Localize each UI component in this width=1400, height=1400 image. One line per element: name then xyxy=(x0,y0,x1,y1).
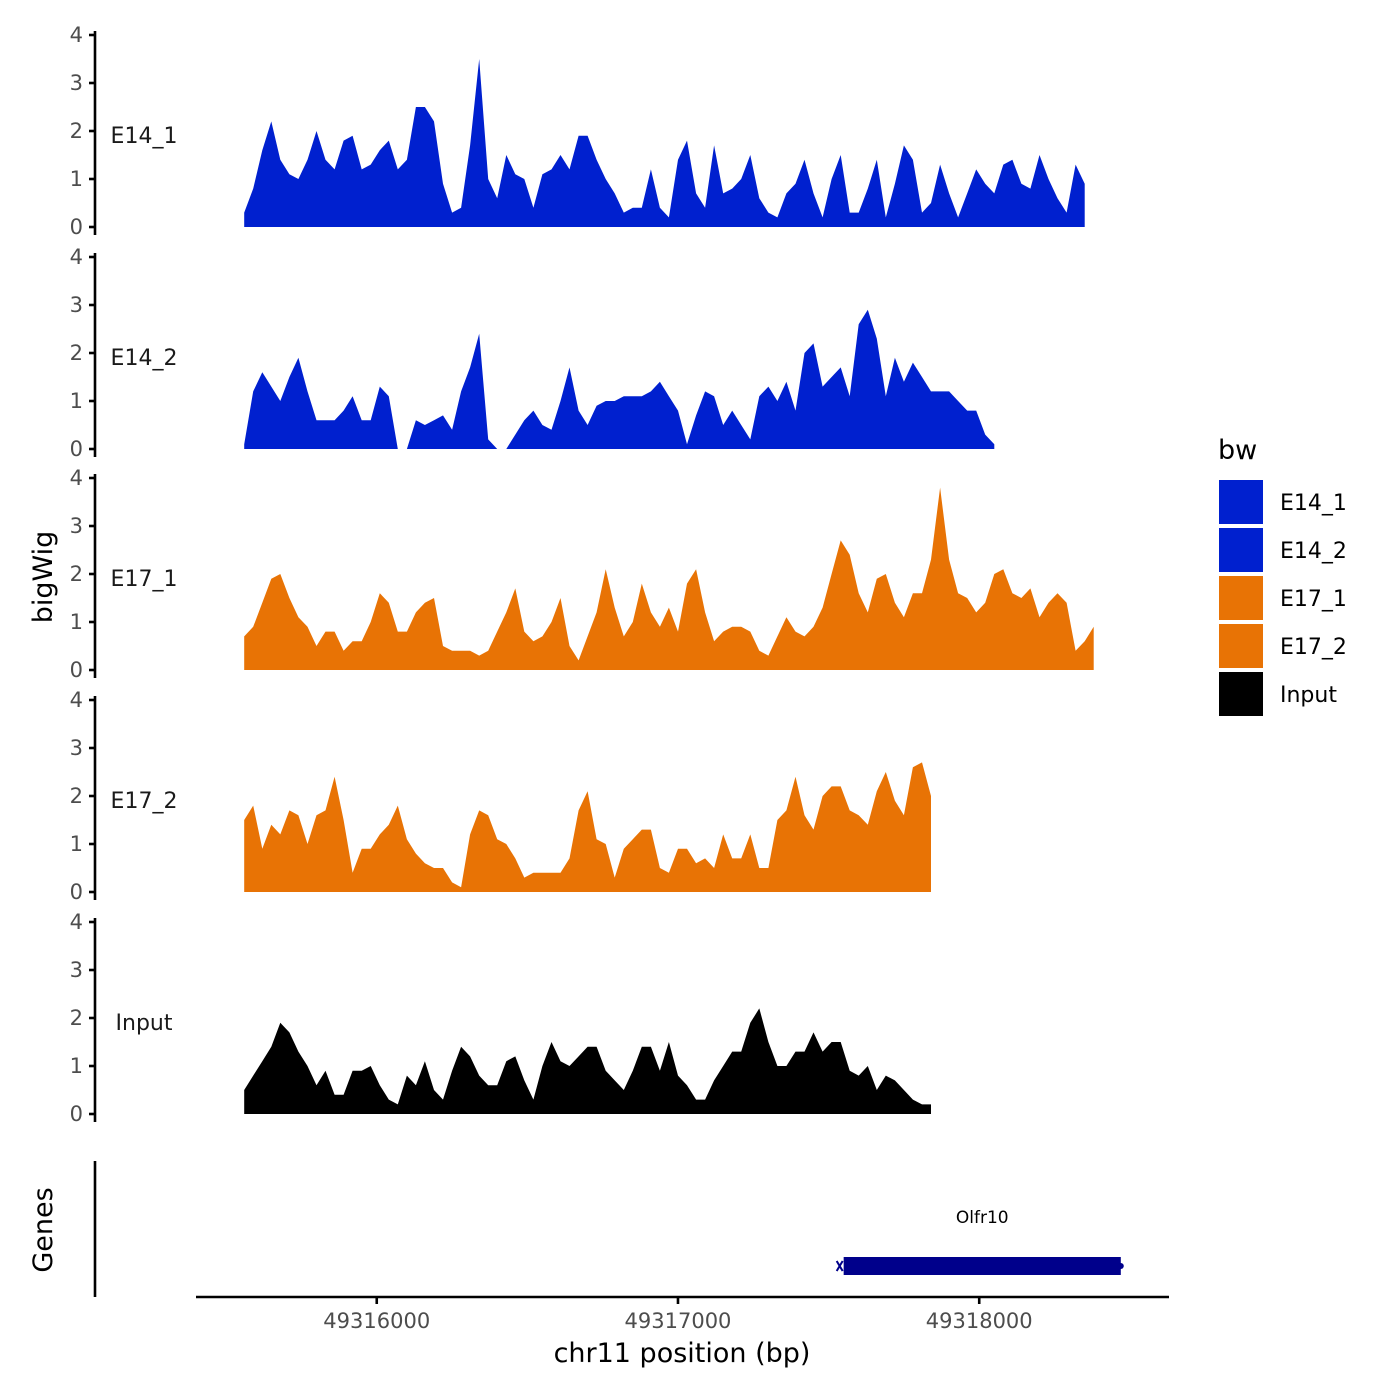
legend-swatch xyxy=(1219,528,1263,572)
signal-area-E14_1 xyxy=(244,59,1085,227)
track-label: E17_1 xyxy=(111,567,178,592)
y-tick-label: 3 xyxy=(70,514,83,538)
y-tick-label: 2 xyxy=(70,1006,83,1030)
x-tick-label: 49317000 xyxy=(625,1309,732,1333)
x-axis-title: chr11 position (bp) xyxy=(554,1338,811,1369)
y-tick-label: 0 xyxy=(70,880,83,904)
y-tick-label: 4 xyxy=(70,23,83,47)
x-tick-label: 49316000 xyxy=(323,1309,430,1333)
legend-label: E17_2 xyxy=(1280,635,1347,660)
legend: bw E14_1 E14_2 E17_1 E17_2 Input xyxy=(1218,435,1347,716)
y-tick-label: 0 xyxy=(70,215,83,239)
y-tick-label: 0 xyxy=(70,437,83,461)
y-tick-label: 1 xyxy=(70,610,83,634)
legend-title: bw xyxy=(1218,435,1257,466)
legend-swatch xyxy=(1219,576,1263,620)
track-label: E14_1 xyxy=(111,124,178,149)
legend-label: E14_1 xyxy=(1280,491,1347,516)
y-tick-label: 4 xyxy=(70,910,83,934)
gene-end-marker xyxy=(1117,1263,1124,1269)
y-tick-label: 3 xyxy=(70,71,83,95)
track-E17_1: 0 1 2 3 4 E17_1 xyxy=(70,466,1094,682)
y-tick-label: 1 xyxy=(70,167,83,191)
y-tick-label: 0 xyxy=(70,658,83,682)
track-E14_2: 0 1 2 3 4 E14_2 xyxy=(70,245,995,461)
track-label: E17_2 xyxy=(111,789,178,814)
genes-track: Olfr10 xyxy=(93,1161,1124,1297)
signal-area-E17_1 xyxy=(244,487,1094,670)
y-tick-label: 4 xyxy=(70,245,83,269)
legend-label: E17_1 xyxy=(1280,587,1347,612)
legend-swatch xyxy=(1219,672,1263,716)
y-tick-label: 2 xyxy=(70,341,83,365)
legend-label: Input xyxy=(1280,683,1337,708)
y-tick-label: 2 xyxy=(70,784,83,808)
signal-tracks: 0 1 2 3 4 E14_1 0 1 2 3 4 E14_2 0 1 2 3 4 E17_1 0 1 2 3 4 E17_2… xyxy=(70,23,1094,1126)
y-axis-title: bigWig xyxy=(28,531,59,624)
y-tick-label: 1 xyxy=(70,1054,83,1078)
legend-swatch xyxy=(1219,480,1263,524)
gene-body xyxy=(843,1257,1121,1275)
gene-label: Olfr10 xyxy=(956,1208,1009,1228)
y-tick-label: 4 xyxy=(70,688,83,712)
y-tick-label: 3 xyxy=(70,293,83,317)
track-label: E14_2 xyxy=(111,346,178,371)
y-tick-label: 4 xyxy=(70,466,83,490)
y-tick-label: 2 xyxy=(70,562,83,586)
y-tick-label: 1 xyxy=(70,832,83,856)
y-tick-label: 3 xyxy=(70,736,83,760)
track-E17_2: 0 1 2 3 4 E17_2 xyxy=(70,688,931,904)
gene-start-marker xyxy=(835,1260,844,1272)
signal-area-E17_2 xyxy=(244,762,931,892)
track-label: Input xyxy=(116,1011,173,1036)
x-axis: 49316000 49317000 49318000 xyxy=(196,1295,1169,1333)
track-E14_1: 0 1 2 3 4 E14_1 xyxy=(70,23,1085,239)
signal-area-Input xyxy=(244,1008,931,1114)
y-tick-label: 2 xyxy=(70,119,83,143)
legend-label: E14_2 xyxy=(1280,539,1347,564)
signal-area-E14_2 xyxy=(244,309,995,449)
x-tick-label: 49318000 xyxy=(926,1309,1033,1333)
genes-track-title: Genes xyxy=(28,1187,59,1272)
track-Input: 0 1 2 3 4 Input xyxy=(70,910,931,1126)
y-tick-label: 3 xyxy=(70,958,83,982)
y-tick-label: 1 xyxy=(70,389,83,413)
legend-swatch xyxy=(1219,624,1263,668)
y-tick-label: 0 xyxy=(70,1102,83,1126)
